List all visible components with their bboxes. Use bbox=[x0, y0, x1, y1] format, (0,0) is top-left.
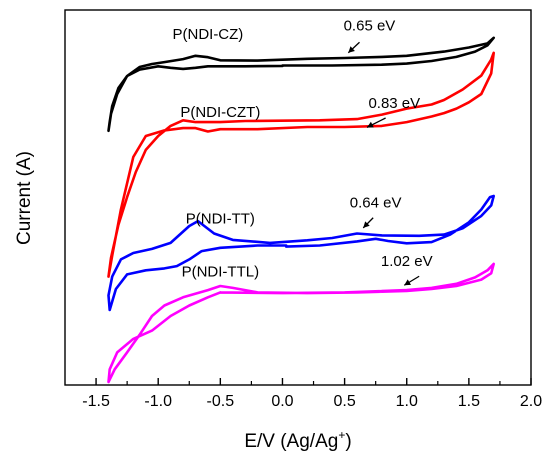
y-axis-title: Current (A) bbox=[14, 151, 35, 245]
series-annotations: P(NDI-CZ) 0.65 eV P(NDI-CZT) 0.83 eV P(NDI-T… bbox=[172, 18, 433, 286]
series-label-p-ndi-ttl: P(NDI-TTL) bbox=[182, 263, 260, 280]
series-label-p-ndi-czt: P(NDI-CZT) bbox=[180, 104, 260, 121]
series-label-p-ndi-tt: P(NDI-TT) bbox=[186, 210, 255, 227]
onset-label-p-ndi-ttl: 1.02 eV bbox=[381, 253, 433, 270]
onset-label-p-ndi-cz: 0.65 eV bbox=[344, 18, 396, 35]
series-label-p-ndi-cz: P(NDI-CZ) bbox=[172, 26, 243, 43]
x-tick-label: -1.0 bbox=[144, 393, 172, 410]
x-tick-label: 0.0 bbox=[271, 393, 293, 410]
onset-arrowhead-p-ndi-czt bbox=[367, 121, 374, 128]
onset-arrowhead-p-ndi-tt bbox=[363, 221, 370, 228]
series-curve-p-ndi-cz bbox=[107, 36, 495, 133]
series-curve-p-ndi-tt bbox=[107, 194, 495, 312]
onset-arrowhead-p-ndi-cz bbox=[348, 46, 355, 53]
onset-label-p-ndi-tt: 0.64 eV bbox=[350, 195, 402, 212]
x-tick-label: 0.5 bbox=[333, 393, 355, 410]
x-axis-ticks: -1.5 -1.0 -0.5 0.0 0.5 1.0 1.5 2.0 bbox=[82, 378, 542, 410]
x-tick-label: 2.0 bbox=[520, 393, 542, 410]
onset-arrowhead-p-ndi-ttl bbox=[404, 279, 411, 286]
x-axis-title: E/V (Ag/Ag+) bbox=[244, 428, 351, 452]
series-curve-p-ndi-ttl bbox=[107, 262, 495, 384]
series-curves bbox=[107, 36, 495, 384]
x-tick-label: -0.5 bbox=[207, 393, 235, 410]
onset-label-p-ndi-czt: 0.83 eV bbox=[368, 95, 420, 112]
x-tick-label: -1.5 bbox=[82, 393, 110, 410]
series-curve-p-ndi-czt bbox=[107, 51, 495, 278]
plot-frame bbox=[64, 9, 532, 386]
x-tick-label: 1.0 bbox=[396, 393, 418, 410]
x-tick-label: 1.5 bbox=[458, 393, 480, 410]
